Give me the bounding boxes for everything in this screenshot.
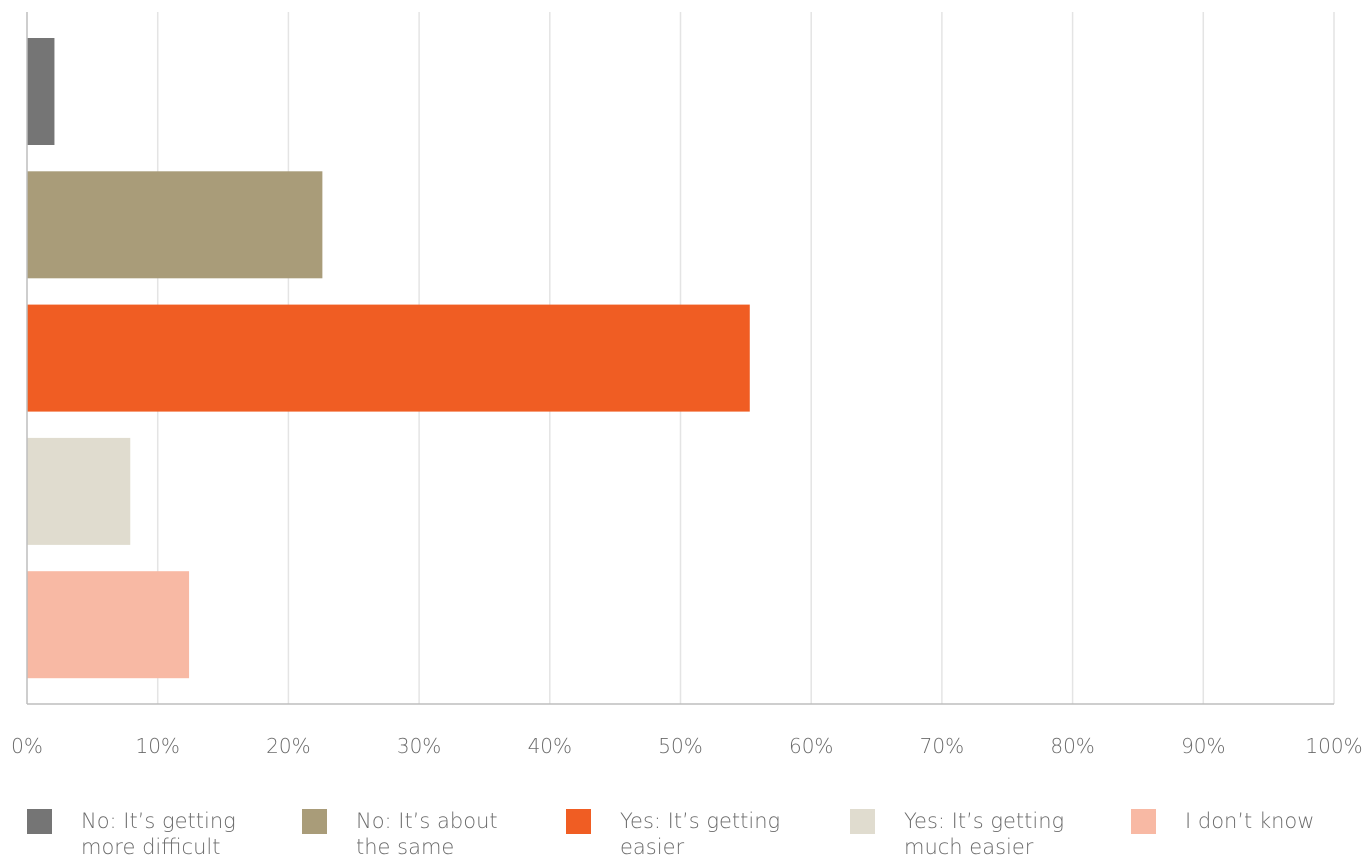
legend-label: Yes: It’s getting easier — [620, 808, 820, 860]
x-tick-label: 30% — [397, 734, 441, 758]
x-tick-label: 0% — [11, 734, 43, 758]
x-tick-label: 90% — [1181, 734, 1225, 758]
legend-swatch — [1131, 809, 1156, 834]
bar-0 — [27, 38, 55, 145]
axes — [26, 12, 1334, 705]
legend-label-line1: No: It’s getting — [81, 809, 236, 833]
legend-label-line1: Yes: It’s getting — [904, 809, 1065, 833]
legend-item-about-the-same: No: It’s about the same — [302, 808, 556, 860]
x-tick-label: 60% — [789, 734, 833, 758]
legend-item-getting-easier: Yes: It’s getting easier — [566, 808, 820, 860]
legend-label-line2: much easier — [904, 835, 1034, 859]
legend-swatch — [27, 809, 52, 834]
legend-item-more-difficult: No: It’s getting more difficult — [27, 808, 281, 860]
bar-4 — [27, 571, 190, 679]
legend-label: No: It’s about the same — [356, 808, 556, 860]
x-tick-label: 50% — [658, 734, 702, 758]
legend-label-line2: more difficult — [81, 835, 221, 859]
bars — [27, 38, 750, 679]
x-tick-label: 40% — [528, 734, 572, 758]
legend-label: I don’t know — [1185, 808, 1355, 834]
bar-1 — [27, 171, 323, 279]
legend-label: No: It’s getting more difficult — [81, 808, 281, 860]
x-tick-label: 70% — [920, 734, 964, 758]
legend-label-line2: the same — [356, 835, 455, 859]
bar-3 — [27, 437, 131, 545]
legend-label-line2: easier — [620, 835, 685, 859]
bar-2 — [27, 304, 750, 412]
legend-swatch — [850, 809, 875, 834]
bar-chart: 0% 10% 20% 30% 40% 50% 60% 70% 80% 90% 100% — [11, 12, 1363, 758]
legend-label-line1: I don’t know — [1185, 809, 1315, 833]
x-tick-label: 80% — [1050, 734, 1094, 758]
legend-swatch — [566, 809, 591, 834]
x-tick-label: 10% — [135, 734, 179, 758]
x-tick-label: 100% — [1305, 734, 1362, 758]
x-tick-label: 20% — [266, 734, 310, 758]
legend-swatch — [302, 809, 327, 834]
legend-label: Yes: It’s getting much easier — [904, 808, 1104, 860]
legend-label-line1: Yes: It’s getting — [620, 809, 781, 833]
x-tick-labels: 0% 10% 20% 30% 40% 50% 60% 70% 80% 90% 100% — [11, 734, 1362, 758]
legend-item-dont-know: I don’t know — [1131, 808, 1355, 834]
legend-label-line1: No: It’s about — [356, 809, 498, 833]
legend-item-much-easier: Yes: It’s getting much easier — [850, 808, 1104, 860]
legend: No: It’s getting more difficult No: It’s… — [0, 808, 1371, 861]
